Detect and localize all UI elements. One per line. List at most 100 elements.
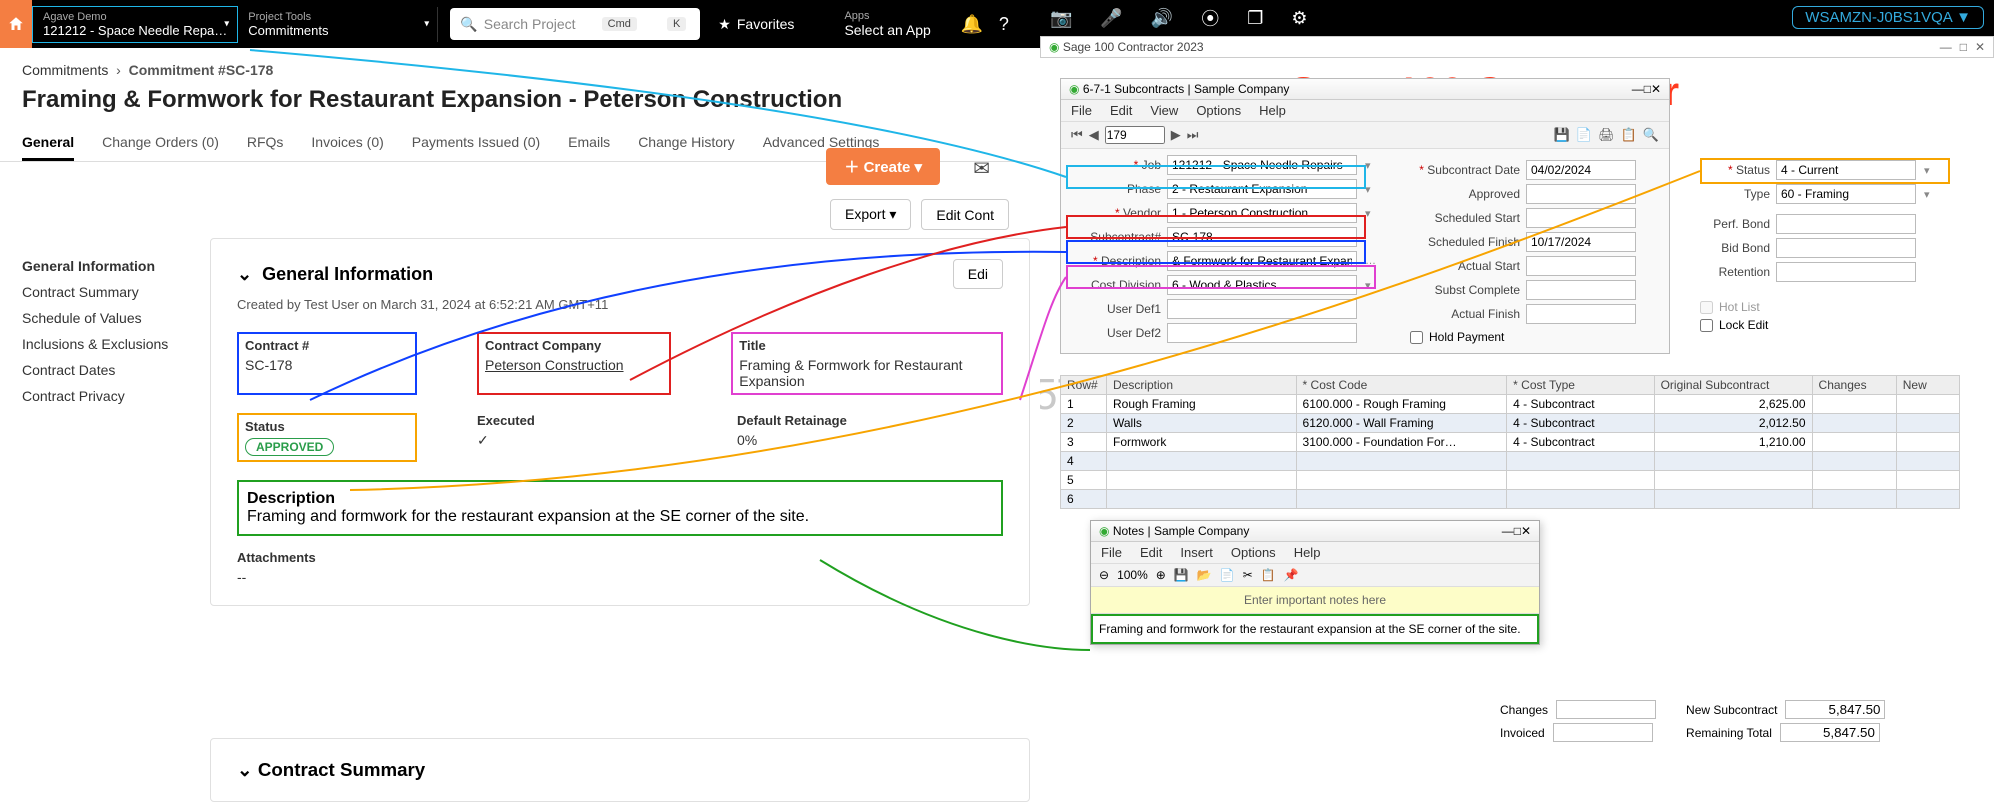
schedstart-input[interactable] [1526,208,1636,228]
desc-input[interactable] [1167,251,1357,271]
chevron-down-icon[interactable]: ⌄ [237,759,253,780]
new-icon[interactable]: 📄 [1220,568,1235,582]
tab-rfqs[interactable]: RFQs [247,126,284,161]
org-dropdown[interactable]: Agave Demo 121212 - Space Needle Repa… ▾ [32,6,238,43]
job-input[interactable] [1167,155,1357,175]
minimize-icon[interactable]: — [1940,40,1952,54]
crumb-commitments[interactable]: Commitments [22,62,108,78]
wsamzn-badge[interactable]: WSAMZN-J0BS1VQA ▼ [1792,6,1984,29]
last-icon[interactable]: ⏭ [1187,127,1199,143]
schedfin-input[interactable] [1526,232,1636,252]
menu-help[interactable]: Help [1294,545,1321,560]
prev-icon[interactable]: ◀ [1089,127,1099,143]
tab-emails[interactable]: Emails [568,126,610,161]
close-icon[interactable]: ✕ [1975,40,1985,54]
tab-general[interactable]: General [22,126,74,161]
notes-body[interactable]: Framing and formwork for the restaurant … [1091,614,1539,644]
copy-icon[interactable]: 📋 [1621,127,1637,143]
invoiced-input[interactable] [1553,723,1653,742]
status-input[interactable] [1776,160,1916,180]
open-icon[interactable]: 📂 [1197,568,1212,582]
bidbond-input[interactable] [1776,238,1916,258]
zoom-in-icon[interactable]: ⊕ [1156,568,1166,582]
maximize-icon[interactable]: □ [1644,82,1651,96]
menu-file[interactable]: File [1101,545,1122,560]
grid-row[interactable]: 4 [1061,452,1960,471]
type-input[interactable] [1776,184,1916,204]
grid-row[interactable]: 2Walls6120.000 - Wall Framing4 - Subcont… [1061,414,1960,433]
costdiv-input[interactable] [1167,275,1357,295]
retention-input[interactable] [1776,262,1916,282]
menu-file[interactable]: File [1071,103,1092,118]
grid-row[interactable]: 1Rough Framing6100.000 - Rough Framing4 … [1061,395,1960,414]
nav-dates[interactable]: Contract Dates [22,362,168,378]
lookup-icon[interactable]: ▾ [1365,183,1371,196]
print-icon[interactable]: 🖨 [1598,127,1615,143]
new-icon[interactable]: 📄 [1576,127,1592,143]
substcomp-input[interactable] [1526,280,1636,300]
menu-help[interactable]: Help [1259,103,1286,118]
search-input[interactable]: 🔍 Search Project Cmd K [450,8,700,40]
menu-edit[interactable]: Edit [1110,103,1132,118]
export-button[interactable]: Export ▾ [830,199,911,230]
subdate-input[interactable] [1526,160,1636,180]
help-icon[interactable]: ? [999,14,1019,34]
holdpay-checkbox[interactable] [1410,331,1423,344]
tab-history[interactable]: Change History [638,126,735,161]
speaker-icon[interactable]: 🔊 [1151,8,1173,29]
phase-input[interactable] [1167,179,1357,199]
home-button[interactable] [0,0,32,48]
nav-schedule[interactable]: Schedule of Values [22,310,168,326]
grid-row[interactable]: 5 [1061,471,1960,490]
save-icon[interactable]: 💾 [1554,127,1570,143]
lockedit-checkbox[interactable] [1700,319,1713,332]
webcam-icon[interactable]: ⦿ [1201,5,1219,31]
card-edit-button[interactable]: Edi [953,259,1003,289]
apps-dropdown[interactable]: Apps Select an App [834,6,940,42]
create-button[interactable]: ＋ Create ▾ [826,148,940,185]
maximize-icon[interactable]: □ [1514,524,1521,538]
hotlist-checkbox[interactable] [1700,301,1713,314]
close-icon[interactable]: ✕ [1521,524,1531,538]
approved-input[interactable] [1526,184,1636,204]
tab-payments[interactable]: Payments Issued (0) [412,126,540,161]
edit-contract-button[interactable]: Edit Cont [921,199,1009,230]
next-icon[interactable]: ▶ [1171,127,1181,143]
ud1-input[interactable] [1167,299,1357,319]
paste-icon[interactable]: 📌 [1284,568,1299,582]
actfin-input[interactable] [1526,304,1636,324]
tab-invoices[interactable]: Invoices (0) [311,126,383,161]
subno-input[interactable] [1167,227,1357,247]
tools-dropdown[interactable]: Project Tools Commitments ▾ [238,7,438,42]
windows-icon[interactable]: ❐ [1247,8,1263,29]
bell-icon[interactable]: 🔔 [961,14,981,34]
zoom-out-icon[interactable]: ⊖ [1099,568,1109,582]
maximize-icon[interactable]: □ [1960,40,1967,54]
lookup-icon[interactable]: ▾ [1365,159,1371,172]
chevron-down-icon[interactable]: ⌄ [237,264,252,285]
grid-row[interactable]: 3Formwork3100.000 - Foundation For…4 - S… [1061,433,1960,452]
favorites-link[interactable]: ★ Favorites [718,16,794,33]
minimize-icon[interactable]: — [1502,524,1514,538]
cut-icon[interactable]: ✂ [1243,568,1253,582]
record-number-input[interactable] [1105,126,1165,144]
menu-view[interactable]: View [1150,103,1178,118]
ud2-input[interactable] [1167,323,1357,343]
lookup-icon[interactable]: ▾ [1924,164,1930,177]
changes-input[interactable] [1556,700,1656,719]
minimize-icon[interactable]: — [1632,82,1644,96]
lookup-icon[interactable]: ▾ [1365,207,1371,220]
menu-insert[interactable]: Insert [1180,545,1213,560]
sage-line-grid[interactable]: Row# Description * Cost Code * Cost Type… [1060,375,1960,509]
tab-change-orders[interactable]: Change Orders (0) [102,126,219,161]
menu-edit[interactable]: Edit [1140,545,1162,560]
camera-icon[interactable]: 📷 [1050,8,1072,29]
nav-privacy[interactable]: Contract Privacy [22,388,168,404]
lookup-icon[interactable]: … [1365,255,1376,267]
copy-icon[interactable]: 📋 [1261,568,1276,582]
menu-options[interactable]: Options [1196,103,1241,118]
menu-options[interactable]: Options [1231,545,1276,560]
vendor-input[interactable] [1167,203,1357,223]
lookup-icon[interactable]: ▾ [1924,188,1930,201]
save-icon[interactable]: 💾 [1174,568,1189,582]
